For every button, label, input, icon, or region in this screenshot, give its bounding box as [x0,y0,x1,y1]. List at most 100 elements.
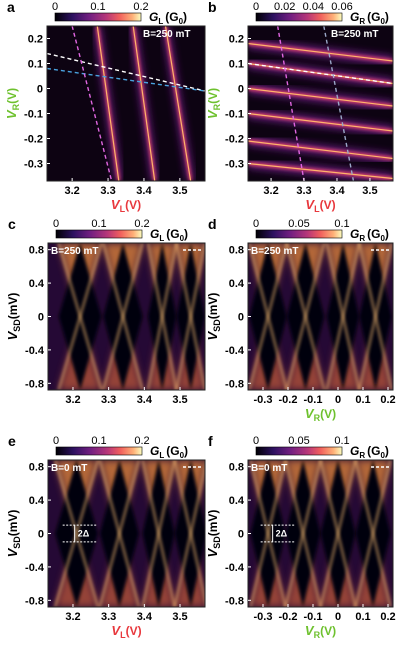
diamond-edge [141,460,176,607]
y-axis-title-sub: SD [212,536,222,549]
plot-frame [247,25,394,182]
colorbar-label-close: ) [183,10,187,24]
diamond-edge [326,243,360,390]
colorbar-tick-label: 0 [253,435,259,447]
plot-area: B=250 mT [48,243,205,390]
x-tick-label: -0.3 [254,394,273,406]
y-axis-title: VSD(mV) [205,510,222,558]
y-axis-title-main: V [5,547,20,557]
y-tick-label: 0.8 [29,245,44,257]
colorbar-label-main: G [149,10,158,24]
y-tick-label: -0.8 [25,378,44,390]
colorbar-label-close: ) [385,444,389,458]
colorbar [55,446,143,456]
colorbar-label-sub: R [359,17,365,26]
colorbar-label-unit-sub: 0 [180,451,185,460]
x-axis-title-unit: (V) [125,198,141,212]
colorbar-label-unit-sub: 0 [180,234,185,243]
coulomb-diamond [174,460,205,607]
x-axis-title-main: V [305,197,315,212]
colorbar-label-sub: L [158,17,163,26]
x-tick-label: -0.1 [304,611,323,623]
x-tick-label: 3.5 [172,185,187,197]
y-tick-label: 0 [38,529,44,541]
y-tick-label: 0.4 [29,278,45,290]
guide-line [47,67,205,92]
x-axis-title-sub: R [314,413,321,423]
y-tick-label: 0 [238,84,244,96]
guide-line [71,26,113,181]
diamond-edge [54,460,99,607]
x-axis-title-main: V [305,406,315,421]
x-tick-label: 0.2 [380,611,395,623]
y-axis-title-sub: SD [12,536,22,549]
y-axis-title-sub: SD [12,319,22,332]
colorbar-label-sub: L [159,451,164,460]
field-label: B=0 mT [51,463,87,474]
x-tick-label: 3.3 [100,185,115,197]
x-axis-title-main: V [111,197,121,212]
colorbar-label-main: G [150,444,159,458]
plot-area: B=250 mT [248,26,393,181]
colorbar-tick-label: 0.05 [288,435,309,447]
x-tick-label: 3.2 [65,394,80,406]
colorbar-label: GR (G0) [350,10,389,26]
y-axis-title: VSD(mV) [5,293,22,341]
y-tick-label: -0.1 [24,109,43,121]
y-tick-label: 0.1 [229,59,244,71]
y-axis-title-main: V [205,330,220,340]
ridge-core [248,140,393,160]
y-tick-label: 0 [238,312,244,324]
colorbar-tick-label: 0.05 [288,218,309,230]
colorbar [55,229,143,239]
x-tick-label: -0.1 [304,394,323,406]
plot-area: B=250 mT [47,26,205,181]
colorbar-label-close: ) [385,10,389,24]
x-tick-label: 3.4 [329,185,345,197]
gap-label: 2Δ [78,529,90,539]
y-axis-title-unit: (V) [206,88,220,104]
colorbar-label-close: ) [385,227,389,241]
panel-letter-f: f [208,433,213,449]
colorbar-label-close: ) [184,444,188,458]
x-axis-title-unit: (V) [126,624,142,638]
y-tick-label: -0.4 [225,345,245,357]
diamond-edge [175,243,205,390]
x-tick-label: 3.3 [101,394,116,406]
y-tick-label: -0.4 [225,562,245,574]
diamond-edge [147,243,178,390]
x-tick-label: 3.4 [136,185,152,197]
colorbar-tick-label: 0.1 [90,1,105,13]
y-tick-label: -0.8 [25,595,44,607]
y-tick-label: 0.8 [229,462,244,474]
y-tick-label: -0.2 [225,134,244,146]
y-tick-label: 0.4 [29,495,45,507]
diamond-edge [57,243,103,390]
colorbar-label-close: ) [184,227,188,241]
field-label: B=250 mT [251,246,299,257]
y-tick-label: 0.2 [229,34,244,46]
x-tick-label: 0 [335,394,341,406]
field-label: B=250 mT [51,246,99,257]
guide-line [248,62,393,85]
y-axis-title-unit: (mV) [206,510,220,537]
y-tick-label: 0.4 [229,278,245,290]
colorbar-tick-label: 0.1 [334,218,349,230]
field-label: B=250 mT [331,29,379,40]
x-tick-label: 3.3 [101,611,116,623]
diamond-edge [173,464,205,607]
y-tick-label: 0.1 [28,59,43,71]
x-axis-title-unit: (V) [320,624,336,638]
diamond-edge [358,243,393,390]
colorbar-tick-label: 0 [253,1,259,13]
x-tick-label: 0.1 [355,394,370,406]
colorbar-label-sub: R [359,451,365,460]
x-tick-label: 0.2 [380,394,395,406]
diamond-edge [286,243,325,390]
colorbar-tick-label: 0.04 [303,1,324,13]
y-axis-title-sub: R [11,103,21,110]
x-tick-label: 3.5 [172,394,187,406]
x-tick-label: 3.4 [137,611,153,623]
